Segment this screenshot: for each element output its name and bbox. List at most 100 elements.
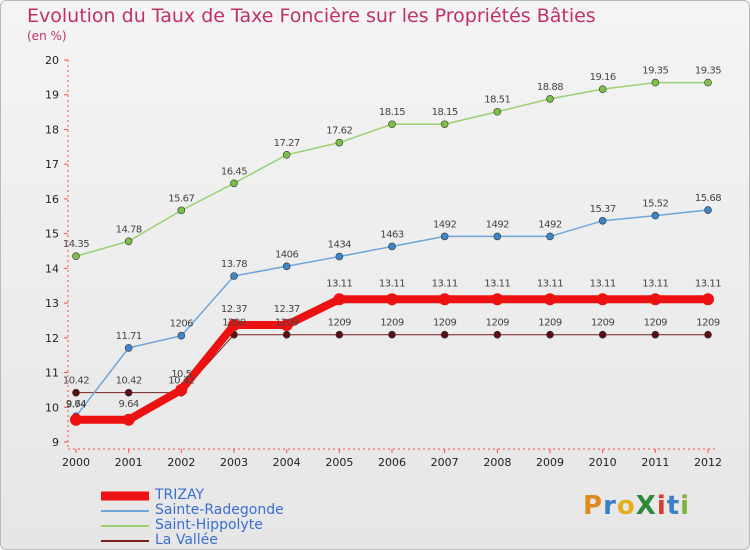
x-tick-label: 2012 xyxy=(694,456,722,469)
data-point-sainte-radegonde xyxy=(177,331,186,340)
data-label-sainte-radegonde: 1463 xyxy=(380,229,404,240)
x-tick-label: 2008 xyxy=(483,456,511,469)
x-tick-label: 2007 xyxy=(431,456,459,469)
data-label-sainte-radegonde: 1406 xyxy=(275,249,299,260)
y-tick-label: 20 xyxy=(45,54,59,67)
data-point-saint-hippolyte xyxy=(598,85,607,93)
data-point-saint-hippolyte xyxy=(388,120,396,129)
legend-swatch xyxy=(101,509,149,512)
data-point-saint-hippolyte xyxy=(230,179,238,188)
y-tick-label: 11 xyxy=(45,367,59,380)
data-label-trizay: 13.11 xyxy=(432,278,458,289)
data-point-sainte-radegonde xyxy=(704,206,712,214)
data-label-sainte-radegonde: 1434 xyxy=(328,240,352,251)
legend-swatch xyxy=(101,524,149,527)
data-label-sainte-radegonde: 1492 xyxy=(538,219,562,230)
data-label-trizay: 13.11 xyxy=(326,278,352,289)
data-point-trizay xyxy=(333,293,346,306)
proxiti-logo: ProXiti xyxy=(583,491,690,521)
data-point-saint-hippolyte xyxy=(335,138,344,147)
y-tick-label: 12 xyxy=(45,332,59,345)
data-point-trizay xyxy=(228,318,240,331)
data-label-saint-hippolyte: 18.15 xyxy=(432,107,458,118)
data-label-la-vall-e: 1209 xyxy=(644,318,668,329)
legend-label: Saint-Hippolyte xyxy=(155,517,263,533)
data-label-la-vall-e: 1209 xyxy=(222,318,246,329)
data-point-sainte-radegonde xyxy=(440,232,449,241)
data-label-la-vall-e: 1209 xyxy=(696,318,720,329)
data-point-sainte-radegonde xyxy=(388,242,396,251)
data-point-la-vall-e xyxy=(546,330,554,339)
data-point-saint-hippolyte xyxy=(651,78,660,87)
data-point-sainte-radegonde xyxy=(546,232,554,241)
legend-label: Sainte-Radegonde xyxy=(155,502,284,518)
data-label-saint-hippolyte: 15.67 xyxy=(168,193,194,204)
x-tick-label: 2009 xyxy=(536,456,564,469)
data-label-saint-hippolyte: 19.35 xyxy=(695,66,721,77)
data-point-saint-hippolyte xyxy=(124,237,133,246)
data-label-saint-hippolyte: 14.78 xyxy=(116,224,142,235)
x-tick-label: 2006 xyxy=(378,456,406,469)
data-point-saint-hippolyte xyxy=(440,120,449,129)
data-label-saint-hippolyte: 17.27 xyxy=(274,138,300,149)
y-tick-label: 19 xyxy=(45,89,59,102)
logo-letter: X xyxy=(635,491,657,521)
data-point-trizay xyxy=(280,318,293,331)
y-tick-label: 18 xyxy=(45,123,59,136)
data-label-la-vall-e: 10.42 xyxy=(63,376,89,387)
data-label-sainte-radegonde: 9.74 xyxy=(66,399,86,410)
chart-unit: (en %) xyxy=(27,29,67,43)
data-point-la-vall-e xyxy=(651,330,660,339)
data-point-la-vall-e xyxy=(335,330,344,339)
logo-letter: i xyxy=(680,491,691,521)
data-label-saint-hippolyte: 19.16 xyxy=(590,72,616,83)
data-point-trizay xyxy=(70,413,82,426)
data-point-la-vall-e xyxy=(598,330,607,339)
data-label-saint-hippolyte: 18.15 xyxy=(379,107,405,118)
data-label-la-vall-e: 10.42 xyxy=(116,376,142,387)
y-tick-label: 9 xyxy=(52,436,59,449)
x-tick-label: 2003 xyxy=(220,456,248,469)
data-point-la-vall-e xyxy=(440,330,449,339)
data-label-trizay: 9.64 xyxy=(119,399,139,410)
x-tick-label: 2004 xyxy=(273,456,301,469)
data-point-trizay xyxy=(438,293,451,306)
data-label-sainte-radegonde: 11.71 xyxy=(116,331,142,342)
data-label-sainte-radegonde: 13.78 xyxy=(221,259,247,270)
data-label-trizay: 13.11 xyxy=(695,278,721,289)
data-label-sainte-radegonde: 1492 xyxy=(486,219,510,230)
data-point-saint-hippolyte xyxy=(177,206,186,215)
data-point-sainte-radegonde xyxy=(598,216,607,225)
logo-letter: P xyxy=(583,491,604,521)
data-label-la-vall-e: 1209 xyxy=(328,318,352,329)
legend-label: TRIZAY xyxy=(155,487,205,503)
data-point-saint-hippolyte xyxy=(72,252,80,261)
y-tick-label: 13 xyxy=(45,297,59,310)
logo-letter: t xyxy=(666,491,681,521)
legend-swatch xyxy=(101,539,149,542)
data-label-trizay: 12.37 xyxy=(221,304,247,315)
data-label-sainte-radegonde: 15.68 xyxy=(695,193,721,204)
data-label-saint-hippolyte: 14.35 xyxy=(63,239,89,250)
data-label-saint-hippolyte: 18.88 xyxy=(537,82,563,93)
data-point-trizay xyxy=(544,293,556,306)
data-label-la-vall-e: 1209 xyxy=(380,318,404,329)
data-point-trizay xyxy=(122,413,135,426)
data-label-trizay: 13.11 xyxy=(590,278,616,289)
data-label-la-vall-e: 1209 xyxy=(486,318,510,329)
legend-label: La Vallée xyxy=(155,532,218,548)
data-point-trizay xyxy=(491,293,504,306)
data-point-sainte-radegonde xyxy=(230,272,238,280)
x-tick-label: 2010 xyxy=(589,456,617,469)
y-tick-label: 10 xyxy=(45,401,59,414)
data-label-trizay: 10.5 xyxy=(171,369,191,380)
data-point-la-vall-e xyxy=(282,330,291,339)
data-label-la-vall-e: 1209 xyxy=(591,318,615,329)
data-label-sainte-radegonde: 1492 xyxy=(433,219,457,230)
data-point-trizay xyxy=(649,293,662,306)
data-label-saint-hippolyte: 17.62 xyxy=(326,126,352,137)
data-label-saint-hippolyte: 18.51 xyxy=(484,95,510,106)
legend-swatch xyxy=(101,491,149,500)
